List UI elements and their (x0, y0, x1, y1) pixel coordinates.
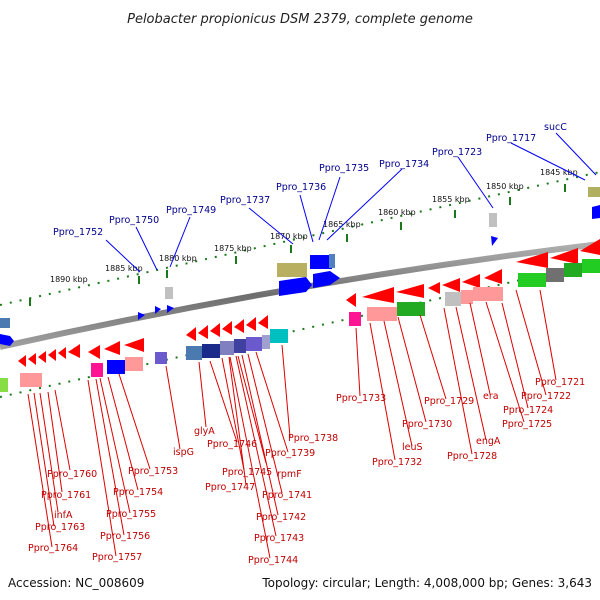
gene-label: Ppro_1738 (288, 433, 338, 444)
kbp-label: 1890 kbp (50, 275, 88, 284)
gene-label: Ppro_1756 (100, 531, 150, 542)
gene-label: Ppro_1729 (424, 396, 474, 407)
gene-label: Ppro_1724 (503, 405, 553, 416)
map-title: Pelobacter propionicus DSM 2379, complet… (127, 12, 473, 27)
gene-label: sucC (544, 122, 567, 133)
gene-label: Ppro_1739 (265, 448, 315, 459)
gene-label: Ppro_1728 (447, 451, 497, 462)
genome-backbone (0, 241, 600, 350)
gene-label: glyA (194, 426, 215, 437)
bottom-connectors (27, 289, 557, 559)
gene-label: Ppro_1747 (205, 482, 255, 493)
top-connectors (105, 132, 597, 273)
kbp-label: 1860 kbp (378, 208, 416, 217)
gene-label: infA (54, 510, 73, 521)
gene-label: Ppro_1737 (220, 195, 270, 206)
gene-label: Ppro_1732 (372, 457, 422, 468)
gene-label: Ppro_1723 (432, 147, 482, 158)
kbp-label: 1880 kbp (159, 254, 197, 263)
gene-label: Ppro_1754 (113, 487, 163, 498)
gene-label: era (483, 391, 499, 402)
gene-label: Ppro_1753 (128, 466, 178, 477)
gene-label: Ppro_1733 (336, 393, 386, 404)
gene-label: Ppro_1735 (319, 163, 369, 174)
gene-label: Ppro_1741 (262, 490, 312, 501)
gene-label: rpmF (277, 469, 302, 480)
gene-label: Ppro_1757 (92, 552, 142, 563)
gene-label: Ppro_1755 (106, 509, 156, 520)
gene-label: Ppro_1725 (502, 419, 552, 430)
gene-label: Ppro_1734 (379, 159, 429, 170)
gene-label: Ppro_1752 (53, 227, 103, 238)
gene-label: Ppro_1717 (486, 133, 536, 144)
major-ticks (29, 184, 566, 306)
gene-label: Ppro_1730 (402, 419, 452, 430)
top-gene-labels: Ppro_1752 Ppro_1750 Ppro_1749 Ppro_1737 … (53, 122, 567, 238)
bottom-gene-labels: Ppro_1760 Ppro_1761 infA Ppro_1763 Ppro_… (28, 377, 585, 566)
gene-label: Ppro_1721 (535, 377, 585, 388)
gene-label: Ppro_1763 (35, 522, 85, 533)
gene-label: engA (476, 436, 501, 447)
kbp-label: 1865 kbp (323, 220, 361, 229)
gene-label: Ppro_1744 (248, 555, 298, 566)
kbp-label: 1845 kbp (540, 168, 578, 177)
accession-label: Accession: NC_008609 (8, 576, 144, 590)
gene-label: Ppro_1736 (276, 182, 326, 193)
gene-label: Ppro_1764 (28, 543, 78, 554)
gene-label: Ppro_1722 (521, 391, 571, 402)
gene-label: Ppro_1749 (166, 205, 216, 216)
gene-label: leuS (402, 442, 423, 453)
gene-label: ispG (173, 447, 194, 458)
gene-label: Ppro_1746 (207, 439, 257, 450)
gene-label: Ppro_1750 (109, 215, 159, 226)
kbp-labels: 1890 kbp 1885 kbp 1880 kbp 1875 kbp 1870… (50, 168, 578, 284)
topology-label: Topology: circular; Length: 4,008,000 bp… (261, 576, 592, 590)
kbp-label: 1855 kbp (432, 195, 470, 204)
kbp-label: 1875 kbp (214, 244, 252, 253)
kbp-label: 1870 kbp (270, 232, 308, 241)
gene-label: Ppro_1745 (222, 467, 272, 478)
forward-strand-genes (0, 187, 600, 346)
kbp-label: 1850 kbp (486, 182, 524, 191)
gene-label: Ppro_1760 (47, 469, 97, 480)
kbp-label: 1885 kbp (105, 264, 143, 273)
reverse-strand-genes (0, 239, 600, 392)
gene-label: Ppro_1742 (256, 512, 306, 523)
gene-label: Ppro_1761 (41, 490, 91, 501)
gene-label: Ppro_1743 (254, 533, 304, 544)
